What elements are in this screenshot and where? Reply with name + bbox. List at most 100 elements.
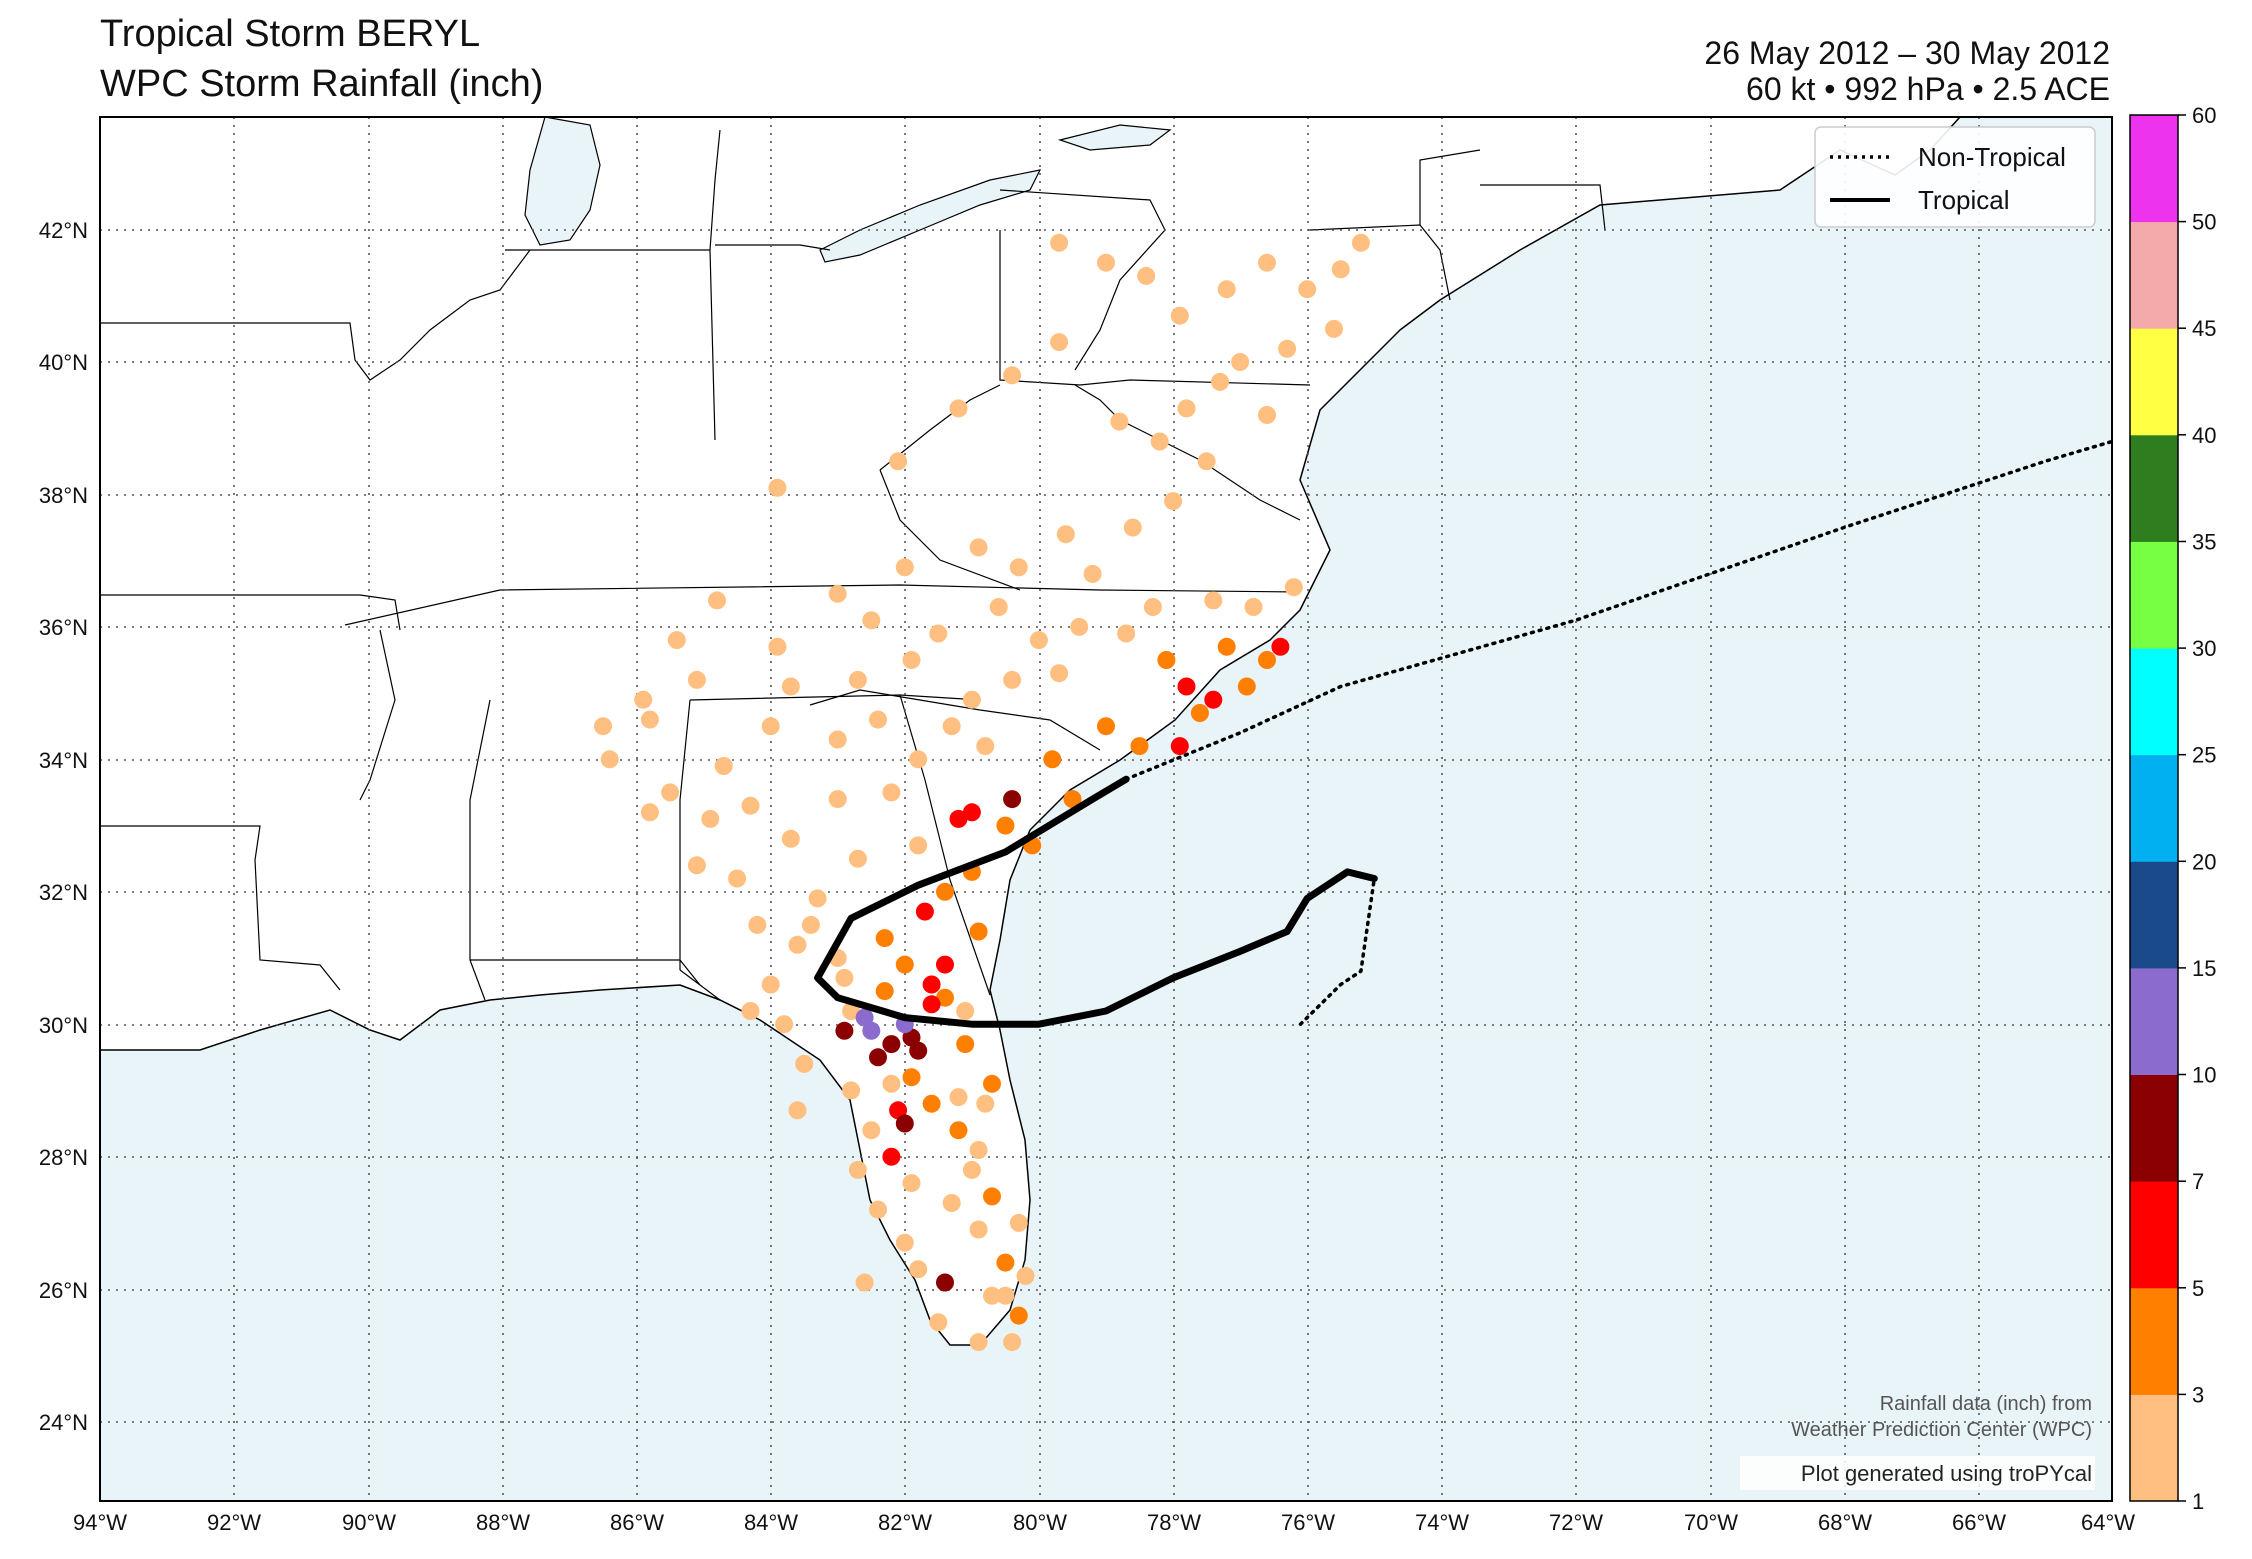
colorbar-label: 5 <box>2192 1276 2204 1301</box>
rainfall-point <box>1164 492 1183 511</box>
rainfall-point <box>949 399 968 418</box>
rainfall-point <box>1070 617 1089 636</box>
rainfall-point <box>969 1141 988 1159</box>
rainfall-point <box>882 783 901 802</box>
colorbar-segment <box>2130 1287 2178 1395</box>
lat-tick: 42°N <box>39 218 88 243</box>
attribution-line3: Plot generated using troPYcal <box>1801 1461 2092 1486</box>
rainfall-point <box>969 1220 988 1239</box>
storm-stats: 60 kt • 992 hPa • 2.5 ACE <box>1746 71 2110 107</box>
rainfall-point <box>848 849 867 868</box>
lon-tick: 64°W <box>2081 1510 2135 1535</box>
lat-tick: 36°N <box>39 615 88 640</box>
rainfall-point <box>1237 677 1256 696</box>
rainfall-point <box>828 790 847 809</box>
rainfall-point <box>1150 432 1169 451</box>
rainfall-point <box>1331 260 1350 279</box>
lon-tick: 92°W <box>207 1510 261 1535</box>
rainfall-point <box>828 584 847 603</box>
colorbar-label: 40 <box>2192 423 2216 448</box>
rainfall-point <box>936 1273 954 1292</box>
colorbar-label: 45 <box>2192 316 2216 341</box>
rainfall-point <box>1170 737 1189 756</box>
rainfall-point <box>781 829 800 848</box>
rainfall-point <box>808 889 827 908</box>
colorbar-label: 10 <box>2192 1063 2216 1088</box>
rainfall-point <box>1217 637 1236 656</box>
colorbar-segment <box>2130 754 2178 862</box>
rainfall-point <box>942 1194 961 1212</box>
rainfall-point <box>962 690 981 709</box>
rainfall-point <box>835 968 854 987</box>
rainfall-point <box>895 558 914 577</box>
rainfall-point <box>1083 564 1102 583</box>
non-tropical-track <box>1298 876 1377 1026</box>
lake-ontario <box>1057 124 1172 151</box>
rainfall-point <box>915 902 934 921</box>
colorbar-segment <box>2130 1181 2178 1289</box>
rainfall-point <box>956 1002 975 1020</box>
rainfall-point <box>848 670 867 689</box>
rainfall-point <box>1056 525 1075 544</box>
date-range: 26 May 2012 – 30 May 2012 <box>1704 35 2110 71</box>
rainfall-point <box>1050 333 1069 352</box>
rainfall-point <box>788 1101 807 1120</box>
lat-tick: 34°N <box>39 748 88 773</box>
rainfall-point <box>956 1035 975 1054</box>
rainfall-point <box>1050 664 1069 683</box>
lat-tick: 30°N <box>39 1013 88 1038</box>
rainfall-point <box>600 750 619 769</box>
rainfall-point <box>869 1048 887 1067</box>
rainfall-point <box>667 631 686 650</box>
rainfall-point <box>922 975 941 994</box>
rainfall-point <box>1063 790 1082 809</box>
colorbar-segment <box>2130 328 2178 436</box>
rainfall-point <box>795 1054 814 1073</box>
rainfall-point <box>1029 631 1048 650</box>
rainfall-point <box>976 1094 995 1113</box>
attribution-line2: Weather Prediction Center (WPC) <box>1791 1419 2092 1441</box>
rainfall-point <box>875 982 894 1001</box>
map-frame <box>99 116 2113 1502</box>
rainfall-point <box>1003 790 1022 809</box>
rainfall-point <box>902 1068 921 1087</box>
lon-tick: 66°W <box>1952 1510 2006 1535</box>
rainfall-point <box>996 1253 1015 1272</box>
rainfall-point <box>661 783 680 802</box>
land-mass <box>100 117 1962 1346</box>
colorbar-segment <box>2130 861 2178 969</box>
rainfall-point <box>1244 598 1263 616</box>
rainfall-point <box>983 1286 1001 1305</box>
rainfall-point <box>855 1273 874 1292</box>
longitude-ticks: 94°W 92°W 90°W 88°W 86°W 84°W 82°W 80°W … <box>73 1510 2135 1535</box>
lon-tick: 76°W <box>1281 1510 1335 1535</box>
rainfall-point <box>1050 233 1069 252</box>
colorbar-label: 1 <box>2192 1489 2204 1514</box>
colorbar-label: 50 <box>2192 210 2216 235</box>
lat-tick: 26°N <box>39 1278 88 1303</box>
rainfall-point <box>1325 319 1343 338</box>
rainfall-point <box>1130 737 1149 756</box>
rainfall-point <box>862 1121 881 1140</box>
rainfall-point <box>1009 1213 1028 1232</box>
rainfall-point <box>989 598 1008 616</box>
rainfall-point <box>895 955 914 974</box>
rainfall-point <box>1170 306 1189 325</box>
latitude-ticks: 24°N 26°N 28°N 30°N 32°N 34°N 36°N 38°N … <box>39 218 88 1435</box>
rainfall-point <box>1003 1333 1022 1352</box>
rainfall-point <box>1217 280 1236 299</box>
rainfall-point <box>1157 651 1176 669</box>
state-borders <box>100 129 1606 1001</box>
rainfall-point <box>996 1286 1015 1305</box>
lon-tick: 90°W <box>342 1510 396 1535</box>
rainfall-point <box>1016 1266 1035 1285</box>
lon-tick: 72°W <box>1549 1510 1603 1535</box>
rainfall-point <box>882 1035 901 1054</box>
rainfall-point <box>1110 412 1129 431</box>
rainfall-point <box>801 915 820 934</box>
rainfall-point <box>1204 690 1223 709</box>
lon-tick: 80°W <box>1013 1510 1067 1535</box>
rainfall-point <box>929 624 948 643</box>
colorbar-label: 3 <box>2192 1382 2204 1407</box>
